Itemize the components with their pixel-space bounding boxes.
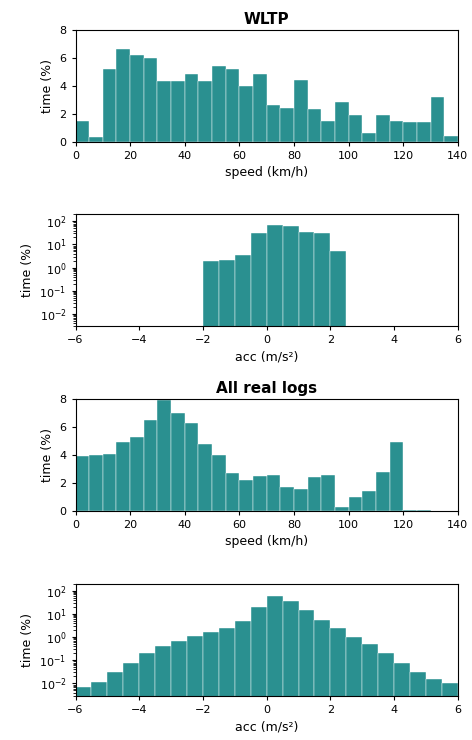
X-axis label: acc (m/s²): acc (m/s²) <box>235 720 298 733</box>
Bar <box>198 81 212 141</box>
Bar <box>155 646 171 740</box>
Bar <box>403 122 417 141</box>
Bar <box>417 122 430 141</box>
Bar <box>130 55 144 141</box>
Bar <box>376 115 389 141</box>
Bar <box>362 133 376 141</box>
Bar <box>198 444 212 511</box>
Bar <box>280 487 294 511</box>
Bar <box>283 601 299 740</box>
Bar <box>389 121 403 141</box>
Bar <box>330 252 346 740</box>
Bar <box>103 69 117 141</box>
Bar <box>362 644 378 740</box>
Bar <box>280 108 294 141</box>
Bar <box>330 628 346 740</box>
Title: WLTP: WLTP <box>244 12 289 27</box>
Y-axis label: time (%): time (%) <box>21 613 34 667</box>
Bar <box>314 620 330 740</box>
Bar <box>299 232 314 740</box>
Bar <box>235 255 251 740</box>
Bar <box>103 454 117 511</box>
Bar <box>76 457 89 511</box>
Bar <box>123 662 139 740</box>
Bar <box>76 687 92 740</box>
Bar <box>426 679 442 740</box>
Bar <box>89 138 103 141</box>
Bar <box>235 621 251 740</box>
Bar <box>299 610 314 740</box>
Bar <box>144 420 158 511</box>
Bar <box>378 653 394 740</box>
Bar <box>117 443 130 511</box>
Bar <box>294 488 308 511</box>
Bar <box>187 636 203 740</box>
Bar <box>253 476 267 511</box>
Bar <box>203 260 219 740</box>
Bar <box>251 607 267 740</box>
Bar <box>362 491 376 511</box>
Bar <box>349 497 362 511</box>
Bar <box>212 455 226 511</box>
Bar <box>185 423 198 511</box>
Bar <box>403 510 417 511</box>
Bar <box>239 480 253 511</box>
Bar <box>212 66 226 141</box>
Bar <box>171 413 185 511</box>
X-axis label: speed (km/h): speed (km/h) <box>225 536 308 548</box>
Bar <box>203 632 219 740</box>
Bar <box>376 471 389 511</box>
Bar <box>267 596 283 740</box>
Bar <box>335 507 349 511</box>
Bar <box>314 233 330 740</box>
Bar <box>185 75 198 141</box>
Bar <box>171 641 187 740</box>
Bar <box>267 105 280 141</box>
Bar <box>321 121 335 141</box>
Bar <box>139 653 155 740</box>
Bar <box>130 437 144 511</box>
Bar <box>89 455 103 511</box>
Bar <box>251 233 267 740</box>
Y-axis label: time (%): time (%) <box>41 428 54 482</box>
Bar <box>144 58 158 141</box>
Bar <box>394 662 410 740</box>
Bar <box>349 115 362 141</box>
Bar <box>219 628 235 740</box>
Bar <box>158 400 171 511</box>
Bar <box>76 121 89 141</box>
X-axis label: acc (m/s²): acc (m/s²) <box>235 351 298 364</box>
Bar <box>430 97 444 141</box>
Bar <box>308 110 321 141</box>
Bar <box>253 75 267 141</box>
Title: All real logs: All real logs <box>216 381 317 397</box>
Bar <box>442 684 458 740</box>
Bar <box>308 477 321 511</box>
Bar <box>219 260 235 740</box>
Bar <box>158 81 171 141</box>
Bar <box>321 474 335 511</box>
Bar <box>410 673 426 740</box>
Bar <box>444 136 458 141</box>
Y-axis label: time (%): time (%) <box>21 243 34 297</box>
Bar <box>226 69 239 141</box>
Bar <box>171 81 185 141</box>
X-axis label: speed (km/h): speed (km/h) <box>225 166 308 179</box>
Bar <box>283 226 299 740</box>
Bar <box>107 673 123 740</box>
Bar <box>294 80 308 141</box>
Bar <box>389 443 403 511</box>
Y-axis label: time (%): time (%) <box>41 58 54 112</box>
Bar <box>346 637 362 740</box>
Bar <box>92 682 107 740</box>
Bar <box>117 49 130 141</box>
Bar <box>335 102 349 141</box>
Bar <box>267 474 280 511</box>
Bar <box>239 86 253 141</box>
Bar <box>226 473 239 511</box>
Bar <box>267 225 283 740</box>
